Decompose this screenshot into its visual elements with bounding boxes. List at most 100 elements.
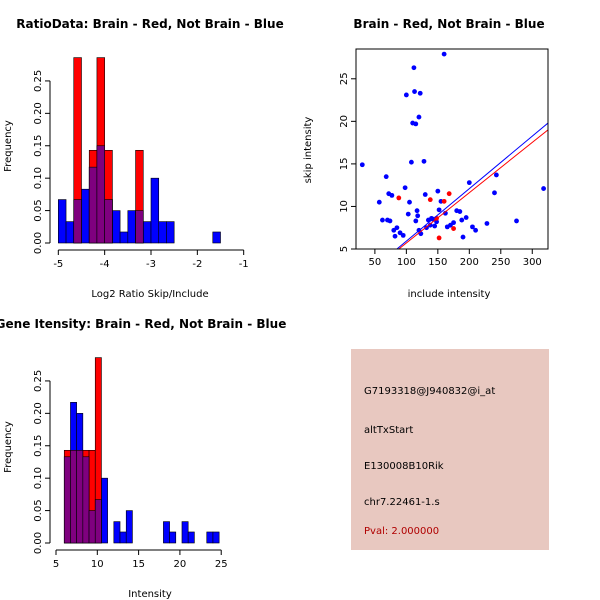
ratio-bar-blue: [166, 221, 175, 244]
intensity-bar-blue: [113, 521, 121, 544]
scatter-y-tick-label: 15: [339, 158, 350, 171]
scatter-point-blue: [459, 217, 465, 223]
scatter-x-tick-label: 150: [428, 257, 447, 268]
scatter-point-blue: [387, 218, 393, 224]
scatter-ylabel: skip intensity: [303, 117, 314, 184]
intensity-bar-overlap: [94, 499, 102, 544]
scatter-x-tick-label: 100: [397, 257, 416, 268]
ratio-bar-blue: [150, 177, 160, 244]
scatter-point-red: [396, 195, 402, 201]
scatter-fit-line-red: [398, 129, 548, 249]
ratio-x-tick-label: -5: [53, 259, 63, 270]
ratio-y-tick-label: 0.20: [33, 102, 44, 124]
intensity-x-tick-label: 10: [91, 559, 104, 570]
ratio-bar-blue: [112, 210, 121, 244]
scatter-point-blue: [376, 199, 382, 205]
intensity-bar-blue: [169, 531, 177, 544]
intensity-y-tick-label: 0.15: [33, 435, 44, 457]
intensity-bar-blue: [125, 510, 133, 544]
ratio-x-tick-label: -1: [239, 259, 249, 270]
ratio-histogram-xlabel: Log2 Ratio Skip/Include: [91, 289, 208, 300]
scatter-axes: 5 10 15 20 25 50 100 150 200 250 300: [339, 48, 549, 268]
ratio-bar-blue: [127, 210, 136, 244]
event-type: altTxStart: [364, 425, 414, 436]
intensity-histogram-ylabel: Frequency: [3, 421, 14, 473]
ratio-bar-blue: [119, 231, 129, 244]
scatter-point-blue: [457, 209, 463, 214]
scatter-y-tick-label: 5: [339, 246, 350, 252]
intensity-y-tick-label: 0.05: [33, 499, 44, 521]
scatter-point-blue: [389, 192, 395, 198]
intensity-y-tick-label: 0.10: [33, 467, 44, 489]
scatter-x-tick-label: 200: [460, 257, 479, 268]
intensity-bar-blue: [119, 531, 127, 544]
scatter-xlabel: include intensity: [408, 289, 491, 300]
intensity-x-tick-label: 20: [174, 559, 187, 570]
scatter-x-tick-label: 250: [491, 257, 510, 268]
scatter-point-blue: [436, 207, 442, 213]
scatter-point-blue: [402, 185, 408, 191]
intensity-histogram-panel: Gene Itensity: Brain - Red, Not Brain - …: [0, 317, 286, 600]
scatter-point-blue: [408, 159, 414, 165]
ratio-bar-blue: [65, 221, 75, 244]
intensity-bar-blue: [187, 531, 195, 544]
scatter-x-tick-label: 50: [369, 257, 382, 268]
scatter-plot-area: [359, 51, 548, 249]
ratio-histogram-bars: [58, 57, 221, 244]
scatter-title: Brain - Red, Not Brain - Blue: [353, 17, 544, 31]
ratio-bar-blue: [158, 221, 167, 244]
scatter-point-blue: [394, 225, 400, 231]
scatter-point-blue: [492, 190, 497, 196]
scatter-point-blue: [416, 114, 422, 120]
ratio-histogram-axes: 0.00 0.05 0.10 0.15 0.20 0.25 -5 -4 -3 -2 -1: [33, 70, 249, 270]
intensity-x-tick-label: 25: [215, 559, 228, 570]
scatter-point-red: [427, 197, 433, 203]
ratio-bar-blue: [212, 231, 221, 244]
pval-text: Pval: 2.000000: [364, 526, 440, 537]
scatter-point-red: [441, 198, 447, 204]
intensity-bar-overlap: [88, 510, 96, 544]
ratio-histogram-ylabel: Frequency: [3, 120, 14, 172]
ratio-bar-overlap: [88, 166, 98, 244]
scatter-point-blue: [514, 218, 519, 224]
scatter-point-blue: [412, 89, 417, 94]
scatter-point-blue: [421, 158, 427, 164]
scatter-point-red: [451, 226, 456, 231]
intensity-x-tick-label: 5: [53, 559, 59, 570]
scatter-point-blue: [403, 92, 409, 98]
ratio-bar-blue: [81, 188, 90, 244]
ratio-y-tick-label: 0.05: [33, 199, 44, 221]
probe-id: G7193318@J940832@i_at: [364, 386, 496, 397]
scatter-fit-line-blue: [396, 122, 548, 249]
ratio-bar-overlap: [135, 210, 144, 244]
scatter-point-blue: [405, 211, 411, 217]
scatter-x-tick-label: 300: [523, 257, 542, 268]
intensity-y-tick-label: 0.00: [33, 532, 44, 554]
scatter-point-blue: [470, 224, 475, 230]
scatter-point-blue: [392, 233, 398, 239]
gene-name: E130008B10Rik: [364, 461, 444, 472]
ratio-histogram-title: RatioData: Brain - Red, Not Brain - Blue: [16, 17, 283, 31]
scatter-point-blue: [411, 65, 417, 71]
scatter-point-blue: [460, 234, 466, 240]
scatter-point-blue: [493, 172, 499, 178]
scatter-point-blue: [380, 217, 385, 223]
scatter-point-blue: [415, 213, 421, 219]
scatter-point-blue: [407, 199, 412, 205]
genomic-location: chr7.22461-1.s: [364, 497, 440, 508]
scatter-point-blue: [414, 208, 420, 214]
scatter-point-blue: [422, 192, 428, 197]
intensity-histogram-title: Gene Itensity: Brain - Red, Not Brain - …: [0, 317, 286, 331]
intensity-bar-overlap: [63, 456, 71, 544]
ratio-bar-blue: [142, 221, 152, 244]
scatter-point-blue: [466, 180, 472, 186]
intensity-histogram-axes: 0.00 0.05 0.10 0.15 0.20 0.25 5 10 15 20 25: [33, 370, 228, 570]
ratio-y-tick-label: 0.25: [33, 70, 44, 92]
intensity-y-tick-label: 0.25: [33, 370, 44, 392]
intensity-histogram-xlabel: Intensity: [128, 589, 172, 600]
ratio-y-tick-label: 0.15: [33, 135, 44, 157]
scatter-panel: Brain - Red, Not Brain - Blue include in…: [303, 17, 549, 300]
scatter-point-blue: [432, 223, 438, 229]
scatter-point-blue: [451, 220, 456, 226]
intensity-histogram-bars: [63, 357, 220, 544]
